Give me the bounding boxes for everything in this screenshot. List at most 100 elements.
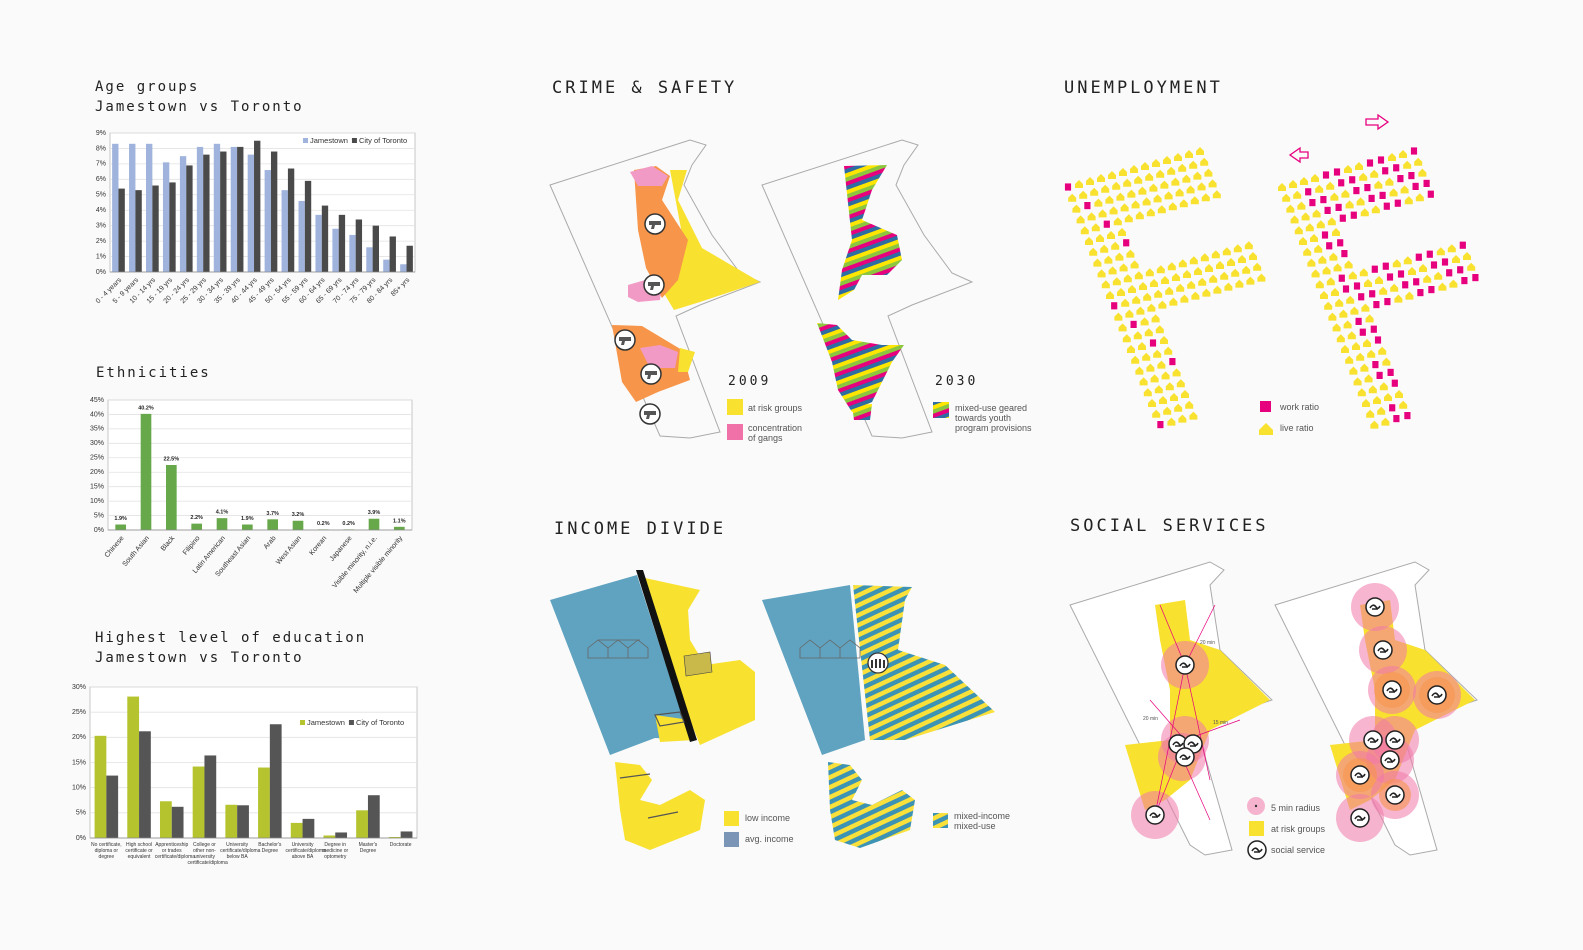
crime-map-2009-part bbox=[640, 363, 662, 385]
bar bbox=[115, 524, 126, 530]
live-icon bbox=[1403, 160, 1412, 169]
value-label: 3.9% bbox=[368, 510, 381, 516]
work-icon bbox=[1349, 210, 1358, 220]
live-icon bbox=[1299, 237, 1307, 245]
work-icon bbox=[1334, 202, 1343, 212]
x-tick-label: University certificate/diploma above BA bbox=[285, 842, 326, 860]
live-icon bbox=[1196, 147, 1204, 155]
live-icon bbox=[1382, 357, 1391, 366]
bar bbox=[139, 731, 151, 838]
live-icon bbox=[1112, 181, 1121, 190]
x-tick-label: No certificate, diploma or degree bbox=[91, 842, 122, 860]
live-icon bbox=[1181, 390, 1189, 398]
bar bbox=[127, 696, 140, 838]
bar bbox=[237, 146, 244, 272]
work-icon bbox=[1386, 272, 1394, 282]
y-tick-label: 40% bbox=[90, 411, 104, 418]
live-icon bbox=[1362, 399, 1370, 407]
live-icon bbox=[1175, 188, 1184, 197]
live-icon bbox=[1185, 150, 1193, 158]
live-icon bbox=[1146, 363, 1155, 372]
y-tick-label: 20% bbox=[90, 469, 104, 476]
y-tick-label: 1% bbox=[96, 253, 106, 260]
income-map-future-part bbox=[762, 585, 865, 755]
live-icon bbox=[1353, 377, 1362, 386]
live-icon bbox=[1366, 409, 1375, 418]
live-icon bbox=[1126, 249, 1135, 258]
live-icon bbox=[1333, 263, 1342, 272]
income-map-current bbox=[550, 570, 755, 850]
live-icon bbox=[1300, 177, 1308, 185]
income-map-current-part bbox=[724, 811, 739, 826]
crime-map-2009-part bbox=[643, 274, 665, 296]
x-tick-label: 85+ yrs bbox=[390, 276, 412, 298]
live-icon bbox=[1076, 215, 1085, 224]
live-icon bbox=[1160, 336, 1168, 344]
work-icon bbox=[1458, 240, 1467, 250]
live-icon bbox=[1345, 200, 1354, 209]
y-tick-label: 9% bbox=[96, 130, 106, 137]
live-icon bbox=[1216, 261, 1224, 269]
live-icon bbox=[1105, 195, 1114, 204]
live-icon bbox=[1193, 171, 1202, 180]
work-icon bbox=[1392, 414, 1401, 424]
live-icon bbox=[1139, 282, 1147, 290]
work-icon bbox=[1357, 292, 1366, 302]
crime-map-2030 bbox=[761, 139, 973, 439]
value-label: 1.9% bbox=[114, 516, 127, 522]
social-map-future-part bbox=[1373, 640, 1393, 660]
bar bbox=[400, 264, 407, 272]
work-icon bbox=[1322, 170, 1330, 180]
live-icon bbox=[1348, 271, 1357, 280]
live-icon bbox=[1449, 279, 1458, 288]
live-icon bbox=[1134, 175, 1143, 184]
live-icon bbox=[1368, 385, 1377, 394]
work-icon bbox=[1333, 167, 1341, 177]
bar bbox=[159, 801, 172, 838]
crime-map-2009-part bbox=[639, 403, 661, 425]
work-icon bbox=[1410, 146, 1418, 156]
map-label: 20 min bbox=[1200, 640, 1216, 646]
live-icon bbox=[1119, 263, 1128, 272]
work-icon bbox=[1363, 183, 1372, 193]
legend-label: social service bbox=[1271, 845, 1326, 855]
work-icon bbox=[1340, 249, 1349, 259]
work-icon bbox=[1353, 281, 1361, 291]
bar bbox=[106, 775, 119, 838]
live-icon bbox=[1090, 187, 1099, 196]
live-icon bbox=[1170, 393, 1178, 401]
live-icon bbox=[1293, 190, 1302, 199]
work-icon bbox=[1337, 273, 1346, 283]
live-icon bbox=[1111, 241, 1120, 250]
live-icon bbox=[1075, 180, 1083, 188]
social-map-future bbox=[1274, 561, 1478, 856]
x-tick-label: Master's Degree bbox=[358, 842, 378, 854]
legend-label: at risk groups bbox=[748, 403, 803, 413]
y-tick-label: 2% bbox=[96, 238, 106, 245]
live-icon bbox=[1093, 258, 1102, 267]
live-icon bbox=[1128, 285, 1136, 293]
y-tick-label: 0% bbox=[76, 835, 86, 842]
live-icon bbox=[1339, 309, 1348, 318]
live-icon bbox=[1187, 280, 1196, 289]
bar bbox=[247, 154, 255, 272]
live-icon bbox=[1180, 294, 1189, 303]
bar bbox=[258, 767, 270, 838]
live-icon bbox=[1159, 396, 1167, 404]
social-map-future-part bbox=[1385, 785, 1405, 805]
live-icon bbox=[1163, 406, 1172, 415]
live-icon bbox=[1152, 159, 1160, 167]
legend-label: mixed-income mixed-use bbox=[954, 811, 1011, 831]
work-icon bbox=[1471, 273, 1480, 283]
bar bbox=[192, 766, 205, 838]
live-icon bbox=[1242, 265, 1251, 274]
work-icon bbox=[1367, 193, 1376, 203]
live-icon bbox=[1205, 264, 1213, 272]
work-icon bbox=[1393, 198, 1402, 208]
live-icon bbox=[1202, 288, 1211, 297]
unemployment-diagram-part bbox=[1259, 423, 1273, 435]
live-icon bbox=[1331, 288, 1339, 296]
live-icon bbox=[1118, 228, 1126, 236]
x-tick-label: Visible minority, n.i.e. bbox=[331, 535, 378, 590]
crime-legend-swatches-part bbox=[727, 424, 743, 440]
